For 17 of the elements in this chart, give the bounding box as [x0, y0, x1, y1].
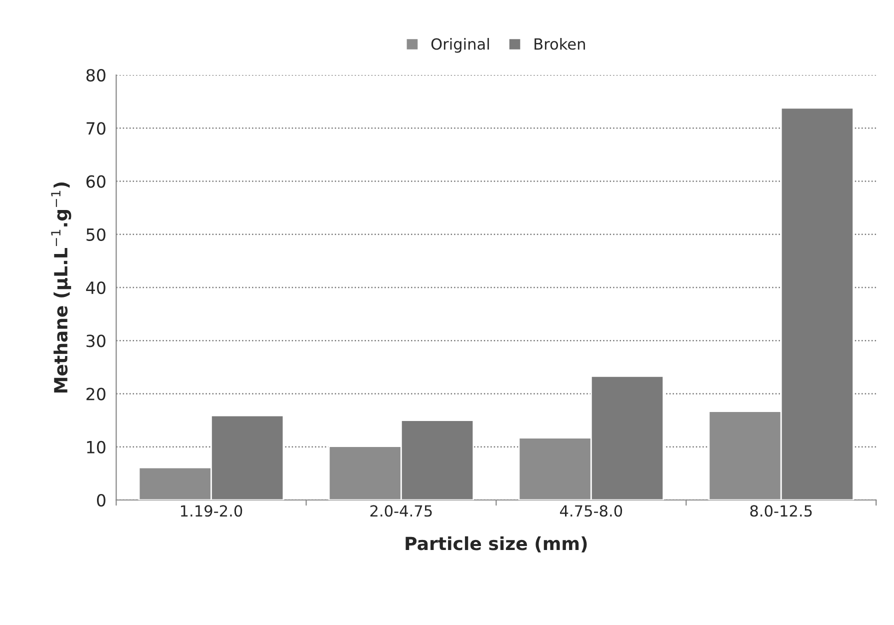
x-tick-label: 1.19-2.0	[180, 505, 242, 517]
x-tick-label: 4.75-8.0	[560, 505, 622, 517]
y-tick-label: 10	[87, 440, 106, 454]
legend-label: Original	[431, 38, 489, 53]
y-tick-label: 0	[96, 494, 106, 507]
y-tick-label: 60	[86, 175, 106, 188]
x-tick-label: 8.0-12.5	[750, 505, 812, 517]
x-tick-label: 2.0-4.75	[370, 505, 432, 517]
y-tick-label: 20	[86, 388, 106, 400]
y-tick-label: 70	[86, 122, 106, 135]
y-tick-label: 40	[86, 281, 106, 294]
legend-label: Broken	[534, 38, 585, 50]
y-axis-title: Methane (µL.L$^{−1}$.g$^{−1}$)	[51, 182, 72, 393]
x-axis-title: Particle size (mm)	[406, 536, 587, 552]
y-tick-label: 80	[86, 68, 106, 82]
y-tick-label: 50	[86, 228, 106, 241]
y-tick-label: 30	[86, 334, 106, 348]
